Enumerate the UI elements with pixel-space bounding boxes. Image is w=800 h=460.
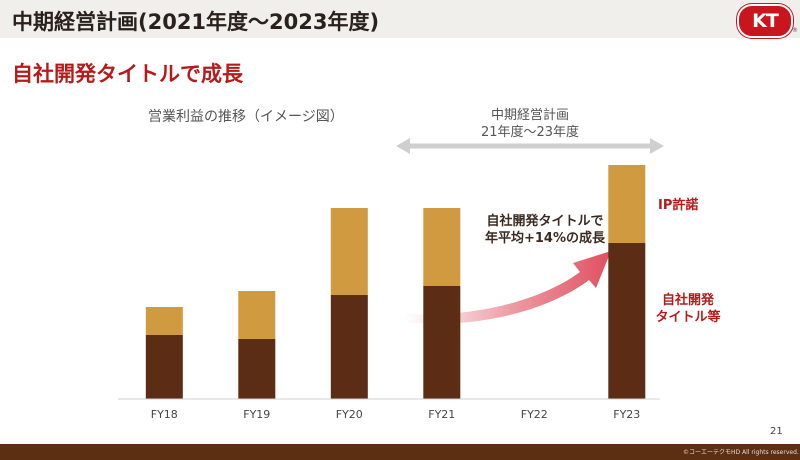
bar-fy18-ip [145, 307, 183, 335]
bar-fy20-own-dev [330, 295, 368, 399]
growth-annotation: 自社開発タイトルで [486, 214, 604, 229]
plan-period-label: 中期経営計画 [490, 108, 569, 123]
x-tick-label: FY20 [336, 408, 363, 421]
page-number: 21 [770, 426, 783, 437]
bar-fy23-own-dev [608, 243, 646, 399]
x-tick-label: FY23 [613, 408, 640, 421]
x-tick-label: FY21 [428, 408, 455, 421]
x-tick-label: FY22 [521, 408, 548, 421]
bar-fy20-ip [330, 208, 368, 295]
bar-fy19-ip [238, 291, 276, 339]
page-title: 中期経営計画(2021年度～2023年度) [12, 10, 380, 34]
kt-logo: KT [737, 4, 793, 38]
copyright-text: ©コーエーテクモHD All rights reserved. [683, 449, 799, 456]
plan-period-range: 21年度～23年度 [480, 125, 580, 140]
bar-fy21-own-dev [423, 286, 461, 399]
bar-fy18-own-dev [145, 335, 183, 399]
legend-label-own-dev-line2: タイトル等 [655, 310, 721, 325]
x-tick-label: FY19 [243, 408, 270, 421]
chart-title: 営業利益の推移（イメージ図） [148, 109, 344, 125]
plan-period-arrow [396, 138, 664, 154]
header-bar [0, 0, 800, 38]
legend-label-ip: IP許諾 [658, 198, 699, 213]
slide-subtitle: 自社開発タイトルで成長 [12, 62, 243, 86]
bar-fy21-ip [423, 208, 461, 286]
x-tick-label: FY18 [151, 408, 178, 421]
growth-annotation-rate: 年平均+14%の成長 [484, 231, 605, 246]
bar-fy23-ip [608, 165, 646, 243]
footer-bar [0, 444, 800, 460]
logo-registered-mark: ® [792, 27, 798, 34]
bar-fy19-own-dev [238, 339, 276, 399]
legend-label-own-dev: 自社開発 [661, 293, 714, 308]
